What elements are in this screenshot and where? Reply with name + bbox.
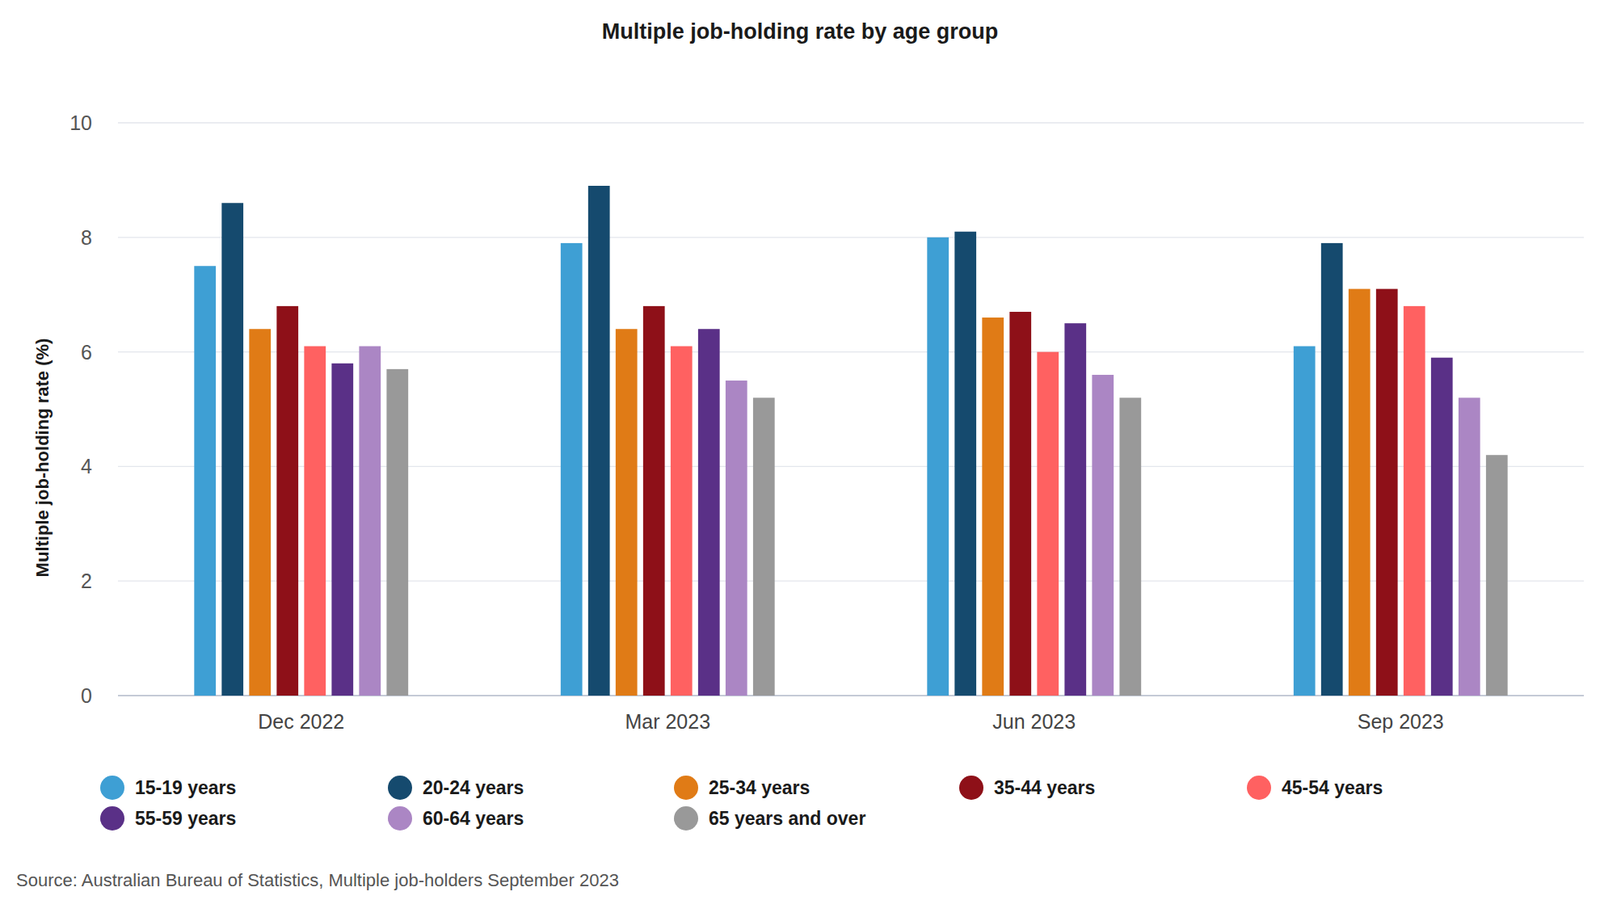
bar — [1064, 323, 1087, 696]
bar — [560, 243, 583, 696]
legend-label: 65 years and over — [708, 808, 866, 830]
y-tick-label: 0 — [80, 684, 93, 708]
legend-label: 15-19 years — [134, 777, 236, 799]
y-axis-label: Multiple job-holding rate (%) — [32, 338, 53, 578]
bar — [725, 380, 748, 696]
legend-label: 55-59 years — [134, 808, 236, 830]
grid-line — [117, 122, 1584, 123]
legend-swatch — [100, 775, 125, 800]
bar — [276, 306, 299, 696]
legend-swatch — [100, 806, 125, 831]
legend-label: 35-44 years — [993, 777, 1095, 799]
legend-swatch — [673, 775, 699, 800]
bar — [386, 369, 409, 696]
bar — [303, 346, 326, 696]
bar — [1486, 454, 1508, 696]
bar — [1458, 397, 1481, 696]
legend-label: 25-34 years — [708, 777, 810, 799]
bar — [615, 328, 638, 696]
grid-line — [117, 236, 1584, 238]
bar — [643, 306, 666, 696]
legend-swatch — [959, 775, 984, 800]
bar — [331, 363, 354, 696]
bar — [221, 202, 244, 696]
legend-swatch — [387, 775, 413, 800]
x-tick-label: Mar 2023 — [624, 710, 711, 733]
x-tick-label: Sep 2023 — [1357, 710, 1445, 733]
bar — [1009, 311, 1032, 696]
bar — [926, 237, 949, 696]
bar — [358, 346, 381, 696]
bar — [1036, 352, 1059, 696]
y-tick-label: 10 — [69, 111, 93, 135]
legend-swatch — [1246, 775, 1272, 800]
legend-label: 20-24 years — [422, 777, 524, 799]
y-tick-label: 4 — [80, 454, 93, 478]
bar — [670, 346, 693, 696]
y-tick-label: 6 — [80, 341, 93, 364]
bar — [588, 185, 611, 696]
bar — [1321, 243, 1344, 696]
bars — [193, 185, 1508, 696]
legend-label: 45-54 years — [1281, 777, 1383, 799]
bar — [1119, 397, 1142, 696]
bar — [1376, 289, 1398, 696]
bar — [1348, 289, 1371, 696]
bar — [193, 265, 216, 696]
source-note: Source: Australian Bureau of Statistics,… — [16, 870, 619, 891]
bar — [753, 397, 775, 696]
bar — [248, 328, 271, 696]
legend-swatch — [387, 806, 413, 831]
bar — [698, 328, 720, 696]
legend-swatch — [673, 806, 699, 831]
x-tick-label: Jun 2023 — [992, 710, 1076, 733]
bar — [1293, 346, 1316, 696]
legend-label: 60-64 years — [422, 808, 524, 830]
title: Multiple job-holding rate by age group — [602, 19, 998, 44]
bar — [954, 231, 977, 696]
bar — [1091, 374, 1114, 696]
x-tick-label: Dec 2022 — [257, 710, 345, 733]
bar — [981, 317, 1004, 696]
y-tick-label: 8 — [80, 226, 93, 249]
bar — [1403, 306, 1426, 696]
y-tick-label: 2 — [80, 569, 93, 593]
bar — [1431, 357, 1453, 696]
